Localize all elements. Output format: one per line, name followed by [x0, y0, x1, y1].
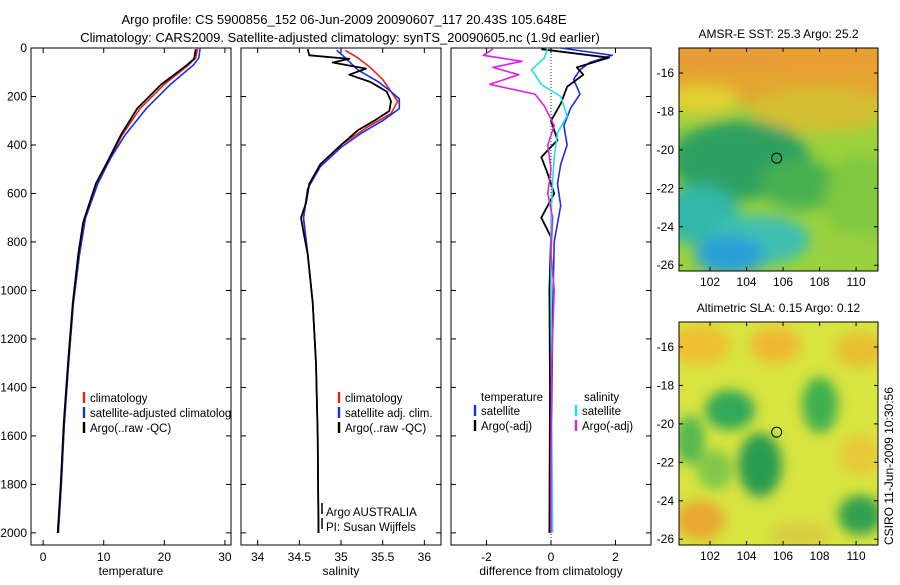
depth-tick-label: 1400	[0, 380, 27, 394]
sst_map-frame	[678, 47, 879, 272]
sla_map-ytick-label: -18	[657, 378, 675, 392]
temperature-xtick-label: 30	[218, 550, 232, 564]
sst_map-title: AMSR-E SST: 25.3 Argo: 25.2	[698, 27, 858, 41]
sla-heatmap	[679, 322, 878, 545]
temperature-axes-frame	[30, 47, 232, 546]
depth-tick-label: 1000	[0, 283, 27, 297]
temperature-series-line-0	[57, 47, 199, 533]
salinity-legend-climatology: climatology	[345, 393, 403, 405]
depth-tick-label: 0	[20, 41, 27, 55]
temperature-legend-satellite: satellite-adjusted climatolog	[90, 408, 231, 420]
sst-heatmap	[679, 48, 878, 271]
sst_map-ytick-label: -20	[657, 143, 675, 157]
depth-tick-label: 200	[7, 89, 27, 103]
sla_map-xtick-label: 102	[700, 549, 720, 563]
salinity-xlabel: salinity	[323, 564, 360, 578]
difference-xtick-label: -2	[481, 550, 492, 564]
sla_map-ytick-label: -20	[657, 417, 675, 431]
temperature-xtick-label: 0	[40, 550, 47, 564]
salinity-xtick-label: 36	[418, 550, 432, 564]
temperature-xtick-label: 20	[158, 550, 172, 564]
sst_map-ytick-label: -24	[657, 220, 675, 234]
sla_map-xtick-label: 108	[810, 549, 830, 563]
sla_map-frame	[678, 321, 879, 546]
diff-legend-salinity-title: salinity	[584, 392, 619, 404]
depth-tick-label: 1600	[0, 429, 27, 443]
sst_map-xtick-label: 102	[700, 275, 720, 289]
sla_map-ytick-label: -24	[657, 494, 675, 508]
depth-tick-label: 1200	[0, 332, 27, 346]
difference-series-line-0	[550, 47, 614, 533]
sla_map-xtick-label: 110	[847, 549, 866, 563]
temperature-xtick-label: 10	[97, 550, 111, 564]
pi-label: PI: Susan Wijffels	[326, 522, 416, 534]
depth-tick-label: 400	[7, 138, 27, 152]
figure-title-line1: Argo profile: CS 5900856_152 06-Jun-2009…	[121, 12, 566, 27]
sst_map-ytick-label: -16	[657, 66, 675, 80]
difference-xtick-label: 2	[612, 550, 619, 564]
difference-series-line-2	[530, 47, 568, 533]
salinity-xtick-label: 34.5	[288, 550, 312, 564]
sla_map-ytick-label: -22	[657, 455, 675, 469]
sla_map-ytick-label: -16	[657, 340, 675, 354]
temperature-legend-argo: Argo(..raw -QC)	[90, 423, 171, 435]
salinity-xtick-label: 35.5	[371, 550, 395, 564]
diff-legend-temp-satellite: satellite	[481, 406, 520, 418]
difference-xtick-label: 0	[548, 550, 555, 564]
salinity-legend-satellite: satellite adj. clim.	[345, 408, 433, 420]
sst_map-xtick-label: 104	[737, 275, 757, 289]
sst_map-argo-marker	[771, 152, 783, 164]
difference-xlabel: difference from climatology	[479, 564, 622, 578]
depth-tick-label: 2000	[0, 526, 27, 540]
temperature-legend-climatology: climatology	[90, 393, 148, 405]
sla_map-ytick-label: -26	[657, 532, 675, 546]
sst_map-xtick-label: 108	[810, 275, 830, 289]
depth-tick-label: 600	[7, 186, 27, 200]
sst_map-ytick-label: -26	[657, 258, 675, 272]
sla_map-argo-marker	[771, 426, 783, 438]
salinity-xtick-label: 34	[251, 550, 265, 564]
difference-series-line-3	[482, 48, 556, 533]
depth-tick-label: 1800	[0, 477, 27, 491]
argo-australia-label: Argo AUSTRALIA	[326, 507, 417, 519]
sla_map-xtick-label: 106	[773, 549, 793, 563]
diff-legend-temperature-title: temperature	[481, 392, 543, 404]
figure-title-line2: Climatology: CARS2009. Satellite-adjuste…	[80, 30, 600, 45]
depth-tick-label: 800	[7, 235, 27, 249]
diff-legend-temp-argo: Argo(-adj)	[481, 421, 532, 433]
diff-legend-sal-argo: Argo(-adj)	[582, 421, 633, 433]
side-stamp: CSIRO 11-Jun-2009 10:30:56	[882, 387, 896, 545]
temperature-xlabel: temperature	[99, 564, 164, 578]
salinity-legend-argo: Argo(..raw -QC)	[345, 423, 426, 435]
sst_map-ytick-label: -18	[657, 104, 675, 118]
sst_map-ytick-label: -22	[657, 181, 675, 195]
salinity-xtick-label: 35	[334, 550, 348, 564]
salinity-series-line-2	[300, 48, 392, 533]
salinity-axes-frame	[240, 47, 442, 546]
sst_map-xtick-label: 106	[773, 275, 793, 289]
sla_map-title: Altimetric SLA: 0.15 Argo: 0.12	[697, 301, 861, 315]
sla_map-xtick-label: 104	[737, 549, 757, 563]
sst_map-xtick-label: 110	[847, 275, 866, 289]
temperature-series-line-2	[56, 49, 197, 533]
diff-legend-sal-satellite: satellite	[582, 406, 621, 418]
